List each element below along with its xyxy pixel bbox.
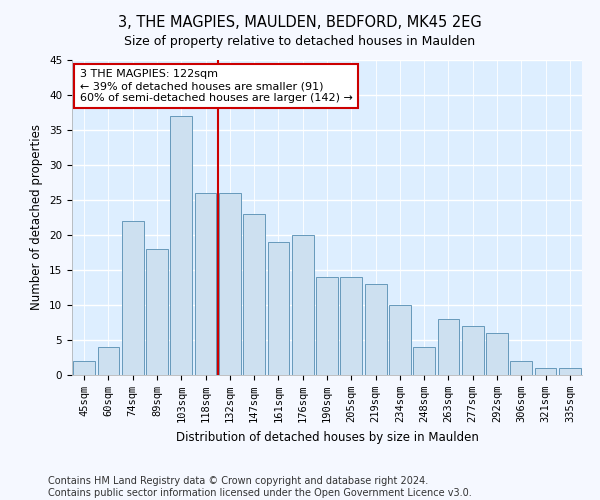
Bar [170,116,192,375]
Bar [559,368,581,375]
Text: 3 THE MAGPIES: 122sqm
← 39% of detached houses are smaller (91)
60% of semi-deta: 3 THE MAGPIES: 122sqm ← 39% of detached … [80,70,353,102]
Text: 3, THE MAGPIES, MAULDEN, BEDFORD, MK45 2EG: 3, THE MAGPIES, MAULDEN, BEDFORD, MK45 2… [118,15,482,30]
X-axis label: Distribution of detached houses by size in Maulden: Distribution of detached houses by size … [176,430,478,444]
Bar [97,347,119,375]
Bar [243,214,265,375]
Bar [146,249,168,375]
Bar [413,347,435,375]
Y-axis label: Number of detached properties: Number of detached properties [31,124,43,310]
Bar [389,305,411,375]
Bar [268,242,289,375]
Bar [340,277,362,375]
Bar [194,193,217,375]
Text: Contains HM Land Registry data © Crown copyright and database right 2024.
Contai: Contains HM Land Registry data © Crown c… [48,476,472,498]
Bar [437,319,460,375]
Text: Size of property relative to detached houses in Maulden: Size of property relative to detached ho… [124,35,476,48]
Bar [292,235,314,375]
Bar [486,333,508,375]
Bar [219,193,241,375]
Bar [462,326,484,375]
Bar [73,361,95,375]
Bar [535,368,556,375]
Bar [511,361,532,375]
Bar [365,284,386,375]
Bar [122,221,143,375]
Bar [316,277,338,375]
